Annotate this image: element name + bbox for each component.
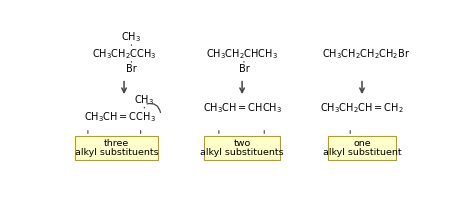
Text: CH$_3$CH$_2$CHCH$_3$: CH$_3$CH$_2$CHCH$_3$ — [206, 47, 278, 61]
Text: CH$_3$CH$=$CHCH$_3$: CH$_3$CH$=$CHCH$_3$ — [202, 101, 282, 114]
Text: one: one — [353, 139, 371, 148]
FancyBboxPatch shape — [328, 136, 396, 160]
Text: Br: Br — [238, 65, 249, 74]
FancyBboxPatch shape — [75, 136, 158, 160]
Text: CH$_3$CH$_2$CH$_2$CH$_2$Br: CH$_3$CH$_2$CH$_2$CH$_2$Br — [322, 47, 410, 61]
Text: alkyl substituents: alkyl substituents — [75, 148, 159, 157]
Text: CH$_3$CH$=$CCH$_3$: CH$_3$CH$=$CCH$_3$ — [84, 110, 156, 124]
Text: CH$_3$CH$_2$CCH$_3$: CH$_3$CH$_2$CCH$_3$ — [92, 47, 156, 61]
FancyBboxPatch shape — [205, 136, 280, 160]
Text: two: two — [234, 139, 251, 148]
Text: three: three — [104, 139, 129, 148]
Text: Br: Br — [126, 65, 137, 74]
Text: CH$_3$: CH$_3$ — [134, 93, 154, 107]
Text: CH$_3$: CH$_3$ — [121, 30, 141, 44]
Text: alkyl substituents: alkyl substituents — [200, 148, 284, 157]
Text: CH$_3$CH$_2$CH$=$CH$_2$: CH$_3$CH$_2$CH$=$CH$_2$ — [320, 101, 404, 114]
Text: alkyl substituent: alkyl substituent — [323, 148, 401, 157]
